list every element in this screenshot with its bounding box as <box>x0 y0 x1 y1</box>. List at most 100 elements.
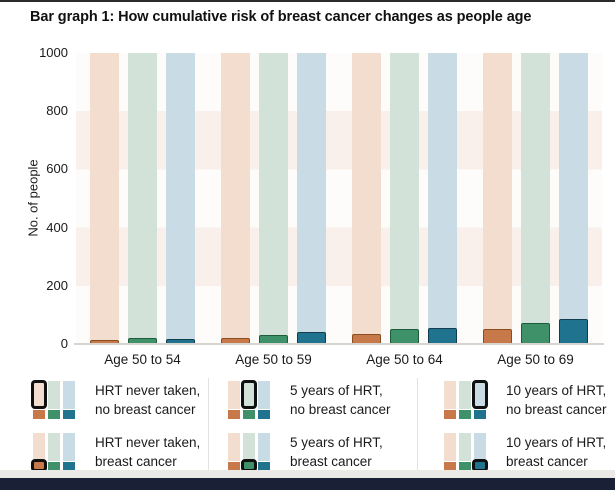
stacked-bar <box>221 53 250 344</box>
bar-group <box>221 53 326 344</box>
legend-mini-bar <box>472 433 488 472</box>
legend-mini-bar-dark <box>228 410 240 419</box>
y-tick-label: 200 <box>46 277 68 293</box>
legend-mini-bar-light <box>33 433 45 459</box>
x-axis-label: Age 50 to 64 <box>366 352 443 367</box>
legend-mini-bar-light <box>444 433 456 461</box>
legend-label-line2: no breast cancer <box>506 402 607 417</box>
legend-mini-bar <box>48 433 60 471</box>
legend-label-line2: breast cancer <box>290 454 372 469</box>
legend-label-line1: 5 years of HRT, <box>290 435 383 450</box>
legend-mini-bar-dark <box>48 462 60 471</box>
legend-mini-bar-light <box>444 381 456 409</box>
legend-mini-bar-light <box>258 381 270 409</box>
legend-mini-chart-icon <box>31 380 75 419</box>
legend-item: 10 years of HRT, breast cancer <box>444 432 615 472</box>
legend-item: 10 years of HRT, no breast cancer <box>444 380 615 420</box>
legend-mini-chart-icon <box>444 380 488 419</box>
stacked-bar <box>521 53 550 344</box>
legend-mini-bar-light <box>63 381 75 409</box>
y-tick-label: 800 <box>46 103 68 119</box>
legend-mini-bar <box>444 433 456 471</box>
legend-label-line1: HRT never taken, <box>95 383 201 398</box>
stacked-bar <box>559 53 588 344</box>
legend-mini-bar-light <box>241 380 257 409</box>
legend-mini-bar <box>31 380 47 419</box>
legend-label-line2: breast cancer <box>95 454 177 469</box>
bar-group <box>352 53 457 344</box>
stacked-bar <box>483 53 512 344</box>
legend-label-line1: 10 years of HRT, <box>506 435 607 450</box>
legend-mini-bar-light <box>474 433 486 459</box>
legend-mini-bar <box>444 381 456 419</box>
x-axis-labels: Age 50 to 54 Age 50 to 59 Age 50 to 64 Age … <box>76 352 602 367</box>
x-axis-label: Age 50 to 59 <box>235 352 312 367</box>
legend-label-line1: 10 years of HRT, <box>506 383 607 398</box>
legend-mini-bar-light <box>48 381 60 409</box>
legend-mini-bar-light <box>48 433 60 461</box>
legend-mini-bar <box>63 381 75 419</box>
plot-area <box>76 53 602 344</box>
legend-mini-chart-icon <box>228 380 270 419</box>
legend-mini-bar-light <box>472 380 488 409</box>
legend-label-line1: 5 years of HRT, <box>290 383 383 398</box>
legend-item: 5 years of HRT, no breast cancer <box>228 380 417 420</box>
x-axis-line <box>74 343 604 345</box>
stacked-bar <box>166 53 195 344</box>
legend-mini-bar-dark <box>444 462 456 471</box>
stacked-bar <box>428 53 457 344</box>
legend-mini-chart-icon <box>444 433 488 472</box>
footer-spacer <box>0 470 615 478</box>
legend-column: HRT never taken, no breast cancer HRT neve… <box>0 378 208 484</box>
legend-mini-bar <box>258 381 270 419</box>
legend-mini-bar-dark <box>459 462 471 471</box>
y-tick-label: 0 <box>60 336 68 351</box>
legend-item: HRT never taken, no breast cancer <box>31 380 208 420</box>
legend-mini-bar-light <box>63 433 75 461</box>
y-tick-label: 600 <box>46 161 68 177</box>
legend-label-line2: breast cancer <box>506 454 588 469</box>
y-tick-label: 1000 <box>39 45 68 60</box>
legend-mini-bar-light <box>31 380 47 409</box>
x-axis-label: Age 50 to 54 <box>104 352 181 367</box>
legend-mini-bar-light <box>258 433 270 461</box>
legend-column: 10 years of HRT, no breast cancer 10 years… <box>417 378 615 484</box>
top-border <box>0 0 615 2</box>
legend-mini-bar <box>228 381 240 419</box>
x-axis-label: Age 50 to 69 <box>497 352 574 367</box>
legend-label: 10 years of HRT, no breast cancer <box>506 381 607 419</box>
stacked-bar <box>352 53 381 344</box>
legend-label-line2: no breast cancer <box>290 402 391 417</box>
legend-mini-bar-light <box>228 433 240 461</box>
legend-label: 10 years of HRT, breast cancer <box>506 433 606 471</box>
y-tick-label: 400 <box>46 219 68 235</box>
legend-mini-bar-light <box>459 433 471 461</box>
legend-label: 5 years of HRT, no breast cancer <box>290 381 391 419</box>
legend-mini-bar <box>472 380 488 419</box>
legend-mini-bar-dark <box>63 462 75 471</box>
breast-cancer-segment <box>428 327 457 344</box>
legend-mini-bar-dark <box>63 410 75 419</box>
legend-mini-chart-icon <box>228 433 270 472</box>
stacked-bar <box>90 53 119 344</box>
stacked-bar <box>259 53 288 344</box>
legend-mini-bar-dark <box>258 410 270 419</box>
legend-label: 5 years of HRT, breast cancer <box>290 433 383 471</box>
legend-label: HRT never taken, no breast cancer <box>95 381 200 419</box>
legend-mini-bar <box>63 433 75 471</box>
stacked-bar <box>390 53 419 344</box>
chart-title: Bar graph 1: How cumulative risk of brea… <box>30 9 532 25</box>
legend-mini-bar-dark <box>459 410 471 419</box>
breast-cancer-segment <box>390 329 419 344</box>
legend-mini-bar-light <box>228 381 240 409</box>
legend-mini-bar <box>258 433 270 471</box>
legend-item: 5 years of HRT, breast cancer <box>228 432 417 472</box>
legend-mini-bar <box>241 380 257 419</box>
legend-mini-bar-dark <box>474 410 486 419</box>
legend-mini-bar-light <box>243 433 255 459</box>
legend-mini-bar-dark <box>48 410 60 419</box>
bar-group <box>90 53 195 344</box>
legend-mini-bar <box>459 433 471 471</box>
legend-mini-chart-icon <box>31 433 75 472</box>
stacked-bar <box>128 53 157 344</box>
